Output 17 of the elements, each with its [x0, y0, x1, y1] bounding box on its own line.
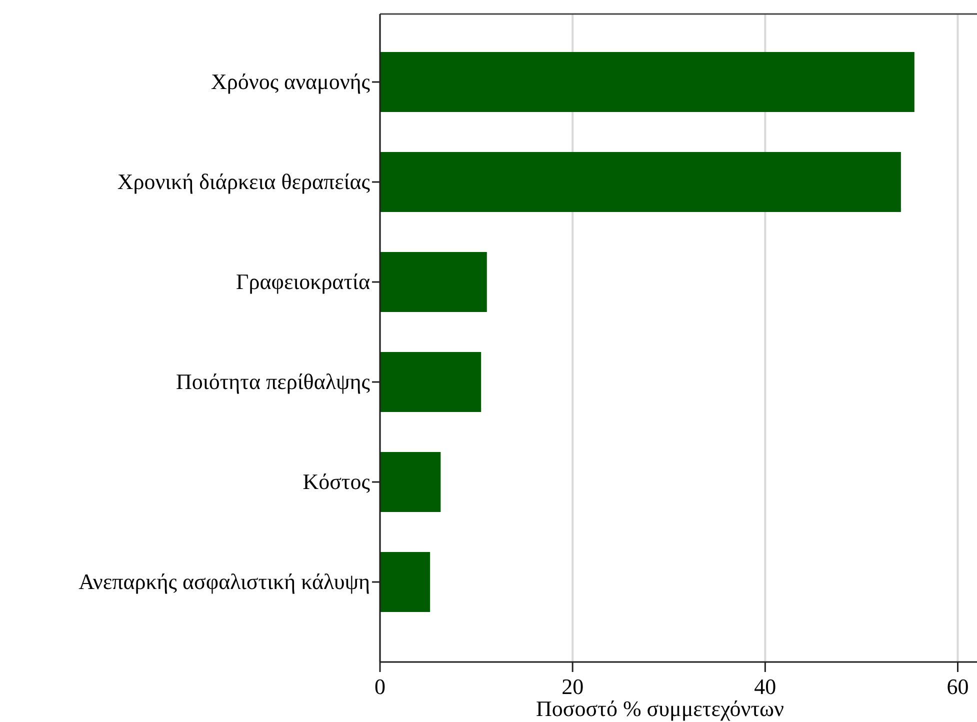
bar	[380, 352, 482, 412]
bar	[380, 152, 901, 212]
bar	[380, 52, 914, 112]
bar	[380, 452, 441, 512]
y-tick-label: Κόστος	[302, 469, 370, 494]
y-tick-label: Ποιότητα περίθαλψης	[176, 369, 370, 394]
y-tick-label: Χρόνος αναμονής	[211, 69, 370, 94]
x-tick-label: 40	[754, 674, 776, 699]
y-tick-label: Ανεπαρκής ασφαλιστική κάλυψη	[78, 569, 370, 594]
x-tick-label: 0	[374, 674, 386, 699]
bar	[380, 552, 430, 612]
x-tick-label: 20	[562, 674, 584, 699]
y-tick-label: Γραφειοκρατία	[236, 269, 370, 294]
y-tick-label: Χρονική διάρκεια θεραπείας	[117, 169, 370, 194]
bar	[380, 252, 487, 312]
x-axis-title: Ποσοστό % συμμετεχόντων	[536, 696, 784, 721]
x-tick-label: 60	[946, 674, 969, 699]
